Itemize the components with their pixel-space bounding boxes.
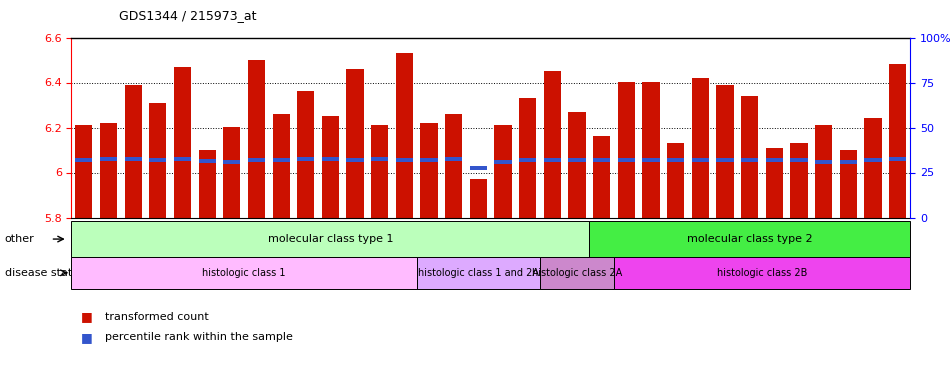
Text: ■: ■ [81, 310, 92, 323]
Bar [666, 158, 684, 162]
Bar [568, 158, 585, 162]
Bar [765, 148, 783, 217]
Bar [888, 156, 905, 160]
Bar [198, 159, 215, 163]
Bar [592, 136, 610, 218]
Bar [395, 158, 412, 162]
Bar [272, 158, 289, 162]
Bar [839, 160, 856, 164]
Bar [100, 156, 117, 160]
Bar [370, 156, 388, 160]
Bar [75, 125, 92, 218]
Bar [839, 150, 856, 217]
Bar [716, 158, 733, 162]
Text: molecular class type 2: molecular class type 2 [686, 234, 812, 244]
Bar [469, 166, 486, 170]
Bar [544, 158, 561, 162]
Bar [248, 60, 265, 217]
Bar [420, 158, 437, 162]
Bar [617, 82, 634, 218]
Bar [863, 158, 881, 162]
Bar [741, 96, 758, 218]
Bar [814, 160, 831, 164]
Bar [248, 158, 265, 162]
Bar [544, 71, 561, 217]
Bar [100, 123, 117, 218]
Bar [347, 158, 364, 162]
Bar [691, 78, 708, 218]
Text: histologic class 2A: histologic class 2A [531, 268, 622, 278]
Text: molecular class type 1: molecular class type 1 [268, 234, 393, 244]
Bar [469, 179, 486, 218]
Bar [888, 64, 905, 218]
Bar [863, 118, 881, 218]
Text: percentile rank within the sample: percentile rank within the sample [105, 333, 292, 342]
Bar [642, 82, 659, 218]
Bar [494, 160, 511, 164]
Bar [420, 123, 437, 218]
Bar [173, 67, 191, 218]
Bar [322, 116, 339, 218]
Bar [125, 156, 142, 160]
Bar [322, 156, 339, 160]
Bar [370, 125, 388, 218]
Bar [223, 160, 240, 164]
Bar [765, 158, 783, 162]
Text: histologic class 2B: histologic class 2B [716, 268, 806, 278]
Bar [297, 92, 314, 218]
Bar [666, 143, 684, 218]
Bar [223, 128, 240, 218]
Bar [272, 114, 289, 218]
Bar [125, 85, 142, 218]
Bar [347, 69, 364, 218]
Bar [814, 125, 831, 218]
Bar [568, 112, 585, 218]
Text: transformed count: transformed count [105, 312, 208, 322]
Text: histologic class 1 and 2A: histologic class 1 and 2A [418, 268, 539, 278]
Bar [149, 103, 167, 218]
Text: disease state: disease state [5, 268, 79, 278]
Bar [445, 156, 462, 160]
Bar [297, 156, 314, 160]
Bar [494, 125, 511, 218]
Bar [789, 143, 807, 218]
Bar [592, 158, 610, 162]
Bar [691, 158, 708, 162]
Text: other: other [5, 234, 34, 244]
Bar [445, 114, 462, 218]
Bar [173, 156, 191, 160]
Bar [75, 158, 92, 162]
Bar [617, 158, 634, 162]
Bar [789, 158, 807, 162]
Bar [198, 150, 215, 217]
Bar [741, 158, 758, 162]
Bar [149, 158, 167, 162]
Bar [519, 98, 536, 218]
Text: histologic class 1: histologic class 1 [202, 268, 286, 278]
Text: GDS1344 / 215973_at: GDS1344 / 215973_at [119, 9, 256, 22]
Bar [642, 158, 659, 162]
Text: ■: ■ [81, 331, 92, 344]
Bar [395, 53, 412, 217]
Bar [519, 158, 536, 162]
Bar [716, 85, 733, 218]
